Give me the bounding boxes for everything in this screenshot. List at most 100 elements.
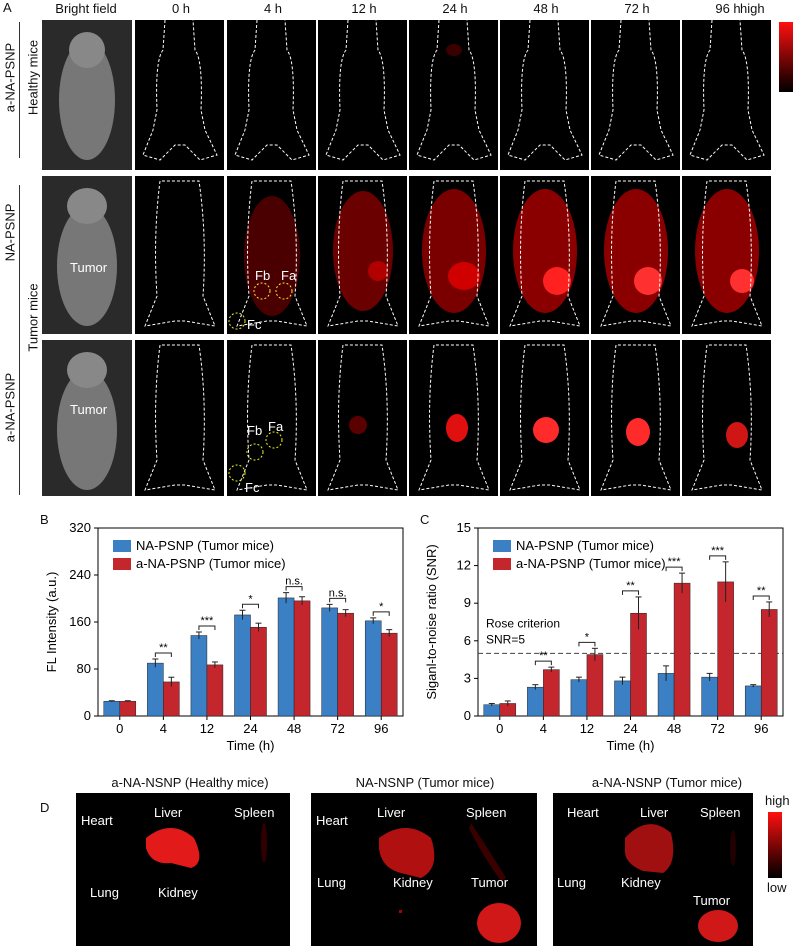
mouse-silhouette-bright (59, 32, 115, 160)
organ-image-a-na-nsnp-tumor: Heart Liver Spleen Lung Kidney Tumor (553, 793, 753, 946)
tumor-label-row3: Tumor (70, 402, 108, 417)
y-tick-label: 320 (69, 520, 91, 535)
bar-na-0 (103, 701, 121, 717)
bar-na-0 (483, 704, 501, 717)
region-fb-row3: Fb (247, 423, 263, 438)
fl-healthy-48h (500, 20, 589, 170)
organ-heart-3: Heart (567, 805, 599, 820)
row-label-na-psnp: NA-PSNP (2, 203, 18, 262)
significance-mark: ** (626, 580, 635, 592)
organ-liver-2: Liver (377, 805, 406, 820)
bar-a-na-12 (206, 664, 224, 717)
bar-a-na-0 (119, 701, 137, 717)
legend-label: a-NA-PSNP (Tumor mice) (136, 556, 286, 571)
tumor-label-row2: Tumor (70, 260, 108, 275)
row-label-healthy-mice: Healthy mice (25, 39, 41, 116)
significance-mark: *** (711, 545, 725, 557)
col-header-0h: 0 h (171, 1, 191, 16)
bar-na-24 (614, 680, 631, 717)
fl-anapsnp-0h (135, 340, 224, 496)
panel-label-a: A (3, 0, 12, 15)
x-tick-label: 96 (754, 721, 768, 736)
bright-field-na-psnp: Tumor (42, 176, 132, 334)
fl-napsnp-0h (135, 176, 224, 334)
x-tick-label: 4 (540, 721, 547, 736)
panel-label-d: D (40, 800, 50, 815)
fl-anapsnp-48h (500, 340, 589, 496)
bar-a-na-96 (760, 609, 778, 717)
col-header-12h: 12 h (351, 1, 377, 16)
x-tick-label: 0 (116, 721, 123, 736)
bar-a-na-12 (586, 654, 604, 717)
organ-spleen-3: Spleen (700, 805, 741, 820)
bar-na-72 (701, 676, 718, 717)
fl-anapsnp-72h (591, 340, 680, 496)
bright-field-healthy (42, 20, 132, 170)
y-tick-label: 12 (457, 558, 471, 573)
scale-d-colorbar (768, 812, 782, 878)
organ-tumor-3: Tumor (693, 893, 731, 908)
organ-heart-1: Heart (81, 813, 113, 828)
row-divider-2 (19, 185, 20, 495)
significance-mark: n.s. (329, 587, 347, 599)
organ-lung-2: Lung (317, 875, 346, 890)
fl-napsnp-48h (500, 176, 589, 334)
bar-na-48 (277, 597, 295, 717)
significance-mark: ** (757, 585, 766, 597)
fl-healthy-4h (227, 20, 316, 170)
significance-bracket (154, 652, 172, 658)
x-tick-label: 48 (287, 721, 301, 736)
significance-bracket (285, 586, 303, 591)
fl-anapsnp-4h: Fb Fa Fc (227, 340, 316, 496)
y-tick-label: 9 (464, 595, 471, 610)
x-tick-label: 72 (710, 721, 724, 736)
bar-na-4 (527, 686, 544, 717)
significance-bracket (578, 641, 596, 647)
significance-mark: *** (201, 615, 215, 627)
x-tick-label: 48 (667, 721, 681, 736)
significance-mark: * (248, 593, 253, 605)
fl-healthy-24h (409, 20, 498, 170)
fl-napsnp-12h (318, 176, 407, 334)
region-fc-row2: Fc (247, 317, 262, 332)
fl-napsnp-24h (409, 176, 498, 334)
x-tick-label: 24 (243, 721, 257, 736)
bar-na-12 (570, 679, 588, 717)
bar-a-na-4 (543, 669, 560, 717)
y-tick-label: 0 (464, 708, 471, 723)
organ-image-na-nsnp-tumor: Heart Liver Spleen Lung Kidney Tumor (311, 793, 537, 946)
y-tick-label: 80 (77, 661, 91, 676)
region-fa-row2: Fa (281, 268, 297, 283)
significance-mark: ** (539, 650, 548, 662)
fl-anapsnp-24h (409, 340, 498, 496)
bar-a-na-24 (250, 627, 267, 717)
panel-d-title-1: a-NA-NSNP (Healthy mice) (111, 775, 269, 790)
scale-a-high: high (740, 1, 765, 16)
region-fb-row2: Fb (255, 268, 271, 283)
organ-liver-3: Liver (640, 805, 669, 820)
fl-napsnp-4h: Fb Fa Fc (227, 176, 316, 334)
col-header-24h: 24 h (442, 1, 468, 16)
organ-tumor-2: Tumor (471, 875, 509, 890)
x-tick-label: 12 (200, 721, 214, 736)
col-header-96h: 96 h (715, 1, 741, 16)
row-label-tumor-mice: Tumor mice (25, 283, 41, 352)
organ-heart-2: Heart (316, 813, 348, 828)
col-header-bright-field: Bright field (55, 1, 117, 16)
significance-bracket (534, 660, 552, 666)
significance-bracket (752, 595, 770, 600)
legend-swatch (493, 558, 511, 570)
bar-a-na-4 (163, 681, 180, 717)
row-label-a-na-psnp-healthy: a-NA-PSNP (2, 42, 18, 113)
scale-d-high: high (765, 793, 790, 808)
legend-swatch (113, 558, 131, 570)
region-fc-row3: Fc (245, 480, 260, 495)
organ-lung-1: Lung (90, 885, 119, 900)
scale-a-colorbar (779, 22, 793, 92)
col-header-4h: 4 h (263, 1, 283, 16)
organ-liver-1: Liver (154, 805, 183, 820)
chart-c: 0 3 6 9 12 15 Siganl-to-noise ratio (SNR) Time … (424, 520, 784, 753)
significance-bracket (329, 597, 347, 603)
significance-bracket (242, 603, 259, 609)
legend-label: a-NA-PSNP (Tumor mice) (516, 556, 666, 571)
